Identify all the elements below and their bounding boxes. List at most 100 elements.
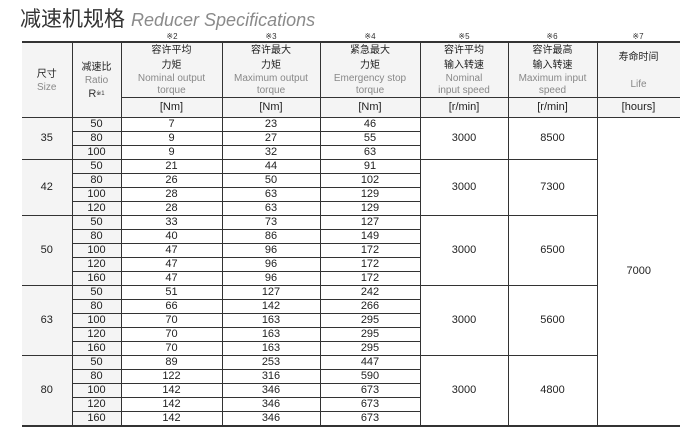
table-row: 63 50 51 127 242 3000 5600 — [22, 285, 680, 356]
header-nominal-torque: 容许平均 力矩 Nominal output torque — [120, 41, 223, 98]
table-row: 100 142 346 673 — [22, 383, 680, 398]
ratio-cell: 100 — [72, 383, 122, 398]
nominal-torque-cell: 89 — [120, 355, 223, 370]
max-torque-cell: 96 — [221, 243, 321, 258]
max-torque-cell: 44 — [221, 159, 321, 174]
emergency-torque-cell: 149 — [319, 229, 421, 244]
header-ratio: 减速比 Ratio R※1 — [71, 41, 122, 118]
size-cell: 50 — [22, 215, 73, 286]
emergency-torque-cell: 295 — [319, 327, 421, 342]
max-torque-cell: 96 — [221, 257, 321, 272]
emergency-torque-cell: 172 — [319, 271, 421, 286]
nominal-torque-cell: 47 — [120, 243, 223, 258]
emergency-torque-cell: 673 — [319, 383, 421, 398]
unit-nominal-torque: [Nm] — [121, 97, 223, 118]
unit-life: [hours] — [596, 97, 680, 118]
table-row: 160 70 163 295 — [22, 341, 680, 356]
size-cell: 42 — [22, 159, 73, 216]
ratio-cell: 100 — [72, 145, 122, 160]
nominal-torque-cell: 33 — [120, 215, 223, 230]
note: ※7 — [632, 32, 644, 41]
header-life: 寿命时间 Life — [596, 41, 680, 98]
emergency-torque-cell: 242 — [319, 285, 421, 300]
ratio-cell: 160 — [72, 271, 122, 286]
nominal-torque-cell: 28 — [120, 201, 223, 216]
table-row: 42 50 21 44 91 3000 7300 — [22, 159, 680, 216]
header-max-torque: 容许最大 力矩 Maximum output torque — [221, 41, 321, 98]
size-cell: 80 — [22, 355, 73, 427]
max-torque-cell: 253 — [221, 355, 321, 370]
unit-max-torque: [Nm] — [221, 97, 321, 118]
emergency-torque-cell: 295 — [319, 341, 421, 356]
max-torque-cell: 50 — [221, 173, 321, 188]
max-speed-cell: 6500 — [507, 215, 598, 286]
max-speed-cell: 5600 — [507, 285, 598, 356]
table-row: 80 26 50 102 — [22, 173, 680, 188]
ratio-cell: 120 — [72, 397, 122, 412]
emergency-torque-cell: 266 — [319, 299, 421, 314]
max-torque-cell: 346 — [221, 383, 321, 398]
max-torque-cell: 96 — [221, 271, 321, 286]
max-torque-cell: 127 — [221, 285, 321, 300]
nominal-torque-cell: 47 — [120, 257, 223, 272]
emergency-torque-cell: 447 — [319, 355, 421, 370]
ratio-cell: 80 — [72, 173, 122, 188]
ratio-cell: 50 — [71, 355, 122, 370]
emergency-torque-cell: 673 — [319, 397, 421, 412]
max-torque-cell: 163 — [221, 327, 321, 342]
emergency-torque-cell: 127 — [319, 215, 421, 230]
note: ※3 — [265, 32, 277, 41]
ratio-cell: 120 — [72, 257, 122, 272]
nominal-torque-cell: 40 — [120, 229, 223, 244]
column-notes: ※2 ※3 ※4 ※5 ※6 ※7 — [0, 32, 680, 42]
nominal-speed-cell: 3000 — [419, 215, 509, 286]
max-torque-cell: 346 — [221, 411, 321, 427]
nominal-torque-cell: 47 — [120, 271, 223, 286]
life-cell: 7000 — [596, 117, 680, 427]
table-row: 80 50 89 253 447 3000 4800 — [22, 355, 680, 427]
header-emergency-torque: 紧急最大 力矩 Emergency stop torque — [319, 41, 421, 98]
nominal-torque-cell: 28 — [120, 187, 223, 202]
nominal-torque-cell: 142 — [120, 383, 223, 398]
nominal-torque-cell: 142 — [120, 397, 223, 412]
table-row: 100 47 96 172 — [22, 243, 680, 258]
ratio-cell: 80 — [72, 131, 122, 146]
ratio-cell: 120 — [72, 327, 122, 342]
max-torque-cell: 346 — [221, 397, 321, 412]
nominal-torque-cell: 51 — [120, 285, 223, 300]
size-cell: 63 — [22, 285, 73, 356]
title-en: Reducer Specifications — [131, 10, 316, 30]
ratio-cell: 80 — [72, 299, 122, 314]
max-torque-cell: 32 — [221, 145, 321, 160]
nominal-torque-cell: 70 — [120, 341, 223, 356]
ratio-cell: 100 — [72, 243, 122, 258]
spec-table: 尺寸 Size 减速比 Ratio R※1 容许平均 力矩 Nominal output t… — [22, 41, 680, 427]
max-torque-cell: 23 — [221, 117, 321, 132]
emergency-torque-cell: 172 — [319, 243, 421, 258]
emergency-torque-cell: 129 — [319, 187, 421, 202]
emergency-torque-cell: 129 — [319, 201, 421, 216]
nominal-torque-cell: 9 — [120, 131, 223, 146]
max-speed-cell: 7300 — [507, 159, 598, 216]
emergency-torque-cell: 91 — [319, 159, 421, 174]
nominal-torque-cell: 70 — [120, 327, 223, 342]
emergency-torque-cell: 590 — [319, 369, 421, 384]
table-row: 80 66 142 266 — [22, 299, 680, 314]
table-row: 50 50 33 73 127 3000 6500 — [22, 215, 680, 286]
note: ※4 — [364, 32, 376, 41]
max-torque-cell: 86 — [221, 229, 321, 244]
unit-max-speed: [r/min] — [507, 97, 598, 118]
ratio-cell: 160 — [72, 411, 122, 427]
nominal-speed-cell: 3000 — [419, 159, 509, 216]
table-row: 100 70 163 295 — [22, 313, 680, 328]
nominal-torque-cell: 66 — [120, 299, 223, 314]
max-torque-cell: 163 — [221, 341, 321, 356]
ratio-cell: 50 — [71, 159, 122, 174]
table-row: 35 50 7 23 46 3000 8500 7000 — [22, 117, 680, 427]
table-row: 100 28 63 129 — [22, 187, 680, 202]
nominal-torque-cell: 26 — [120, 173, 223, 188]
nominal-speed-cell: 3000 — [419, 117, 509, 160]
nominal-speed-cell: 3000 — [419, 355, 509, 427]
ratio-cell: 80 — [72, 229, 122, 244]
emergency-torque-cell: 63 — [319, 145, 421, 160]
